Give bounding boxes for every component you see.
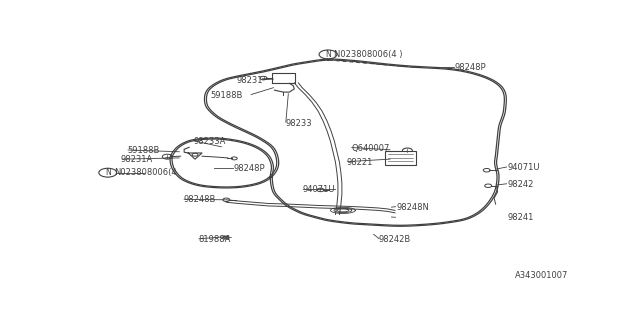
Text: N: N [105, 168, 111, 177]
Bar [385, 151, 416, 164]
Text: 94071U: 94071U [508, 163, 540, 172]
Circle shape [223, 198, 230, 202]
Circle shape [260, 76, 267, 80]
Circle shape [163, 154, 172, 159]
Text: A343001007: A343001007 [515, 271, 568, 280]
Text: 98248P: 98248P [234, 164, 266, 173]
Text: 59188B: 59188B [127, 146, 159, 155]
Text: N: N [325, 50, 331, 59]
Circle shape [317, 188, 324, 192]
Text: 98233A: 98233A [193, 137, 225, 146]
Circle shape [484, 184, 492, 188]
Text: 98242B: 98242B [379, 235, 411, 244]
Circle shape [319, 50, 337, 59]
Text: 81988A: 81988A [198, 235, 230, 244]
Text: 94071U: 94071U [302, 185, 335, 194]
Circle shape [223, 236, 229, 239]
Circle shape [483, 169, 490, 172]
Text: 98231: 98231 [236, 76, 262, 85]
Circle shape [231, 157, 237, 160]
Text: 98242: 98242 [508, 180, 534, 189]
Text: 98231A: 98231A [121, 155, 153, 164]
Text: 98248B: 98248B [183, 195, 216, 204]
Text: N023808006(4: N023808006(4 [114, 168, 177, 177]
Circle shape [99, 168, 116, 177]
Text: N023808006(4 ): N023808006(4 ) [334, 50, 403, 59]
Text: Q640007: Q640007 [352, 144, 390, 153]
Text: 98248P: 98248P [455, 63, 486, 72]
Text: 98241: 98241 [508, 213, 534, 222]
Text: 98233: 98233 [286, 119, 312, 128]
Text: 98248N: 98248N [396, 203, 429, 212]
Circle shape [403, 148, 412, 153]
Circle shape [192, 153, 198, 156]
Text: 59188B: 59188B [211, 91, 243, 100]
Text: 98221: 98221 [347, 157, 373, 167]
